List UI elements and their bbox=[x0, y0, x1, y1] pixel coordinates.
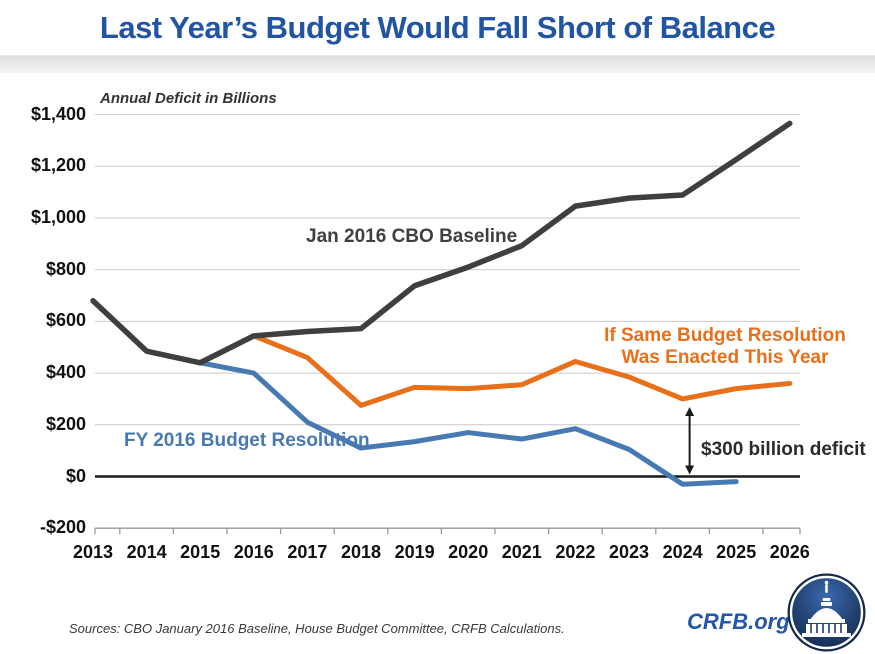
x-axis-tick-label: 2019 bbox=[394, 542, 435, 562]
x-axis-tick-label: 2015 bbox=[180, 542, 221, 562]
x-axis-tick-label: 2022 bbox=[555, 542, 596, 562]
x-axis-tick-label: 2017 bbox=[287, 542, 328, 562]
sources-note: Sources: CBO January 2016 Baseline, Hous… bbox=[69, 621, 565, 636]
label-enacted-line2: Was Enacted This Year bbox=[621, 347, 829, 368]
x-axis-tick-label: 2014 bbox=[126, 542, 167, 562]
label-enacted-line1: If Same Budget Resolution bbox=[604, 325, 846, 346]
series-line-if-same-budget-resolution-was-enacted-this-year bbox=[251, 333, 793, 408]
y-axis-tick-label: $600 bbox=[45, 310, 86, 331]
title-divider-band bbox=[0, 55, 875, 73]
x-axis-tick-label: 2024 bbox=[662, 542, 703, 562]
x-axis-tick-label: 2013 bbox=[72, 542, 114, 562]
y-axis-tick-label: $0 bbox=[65, 465, 86, 486]
y-axis-tick-label: $1,000 bbox=[30, 207, 86, 227]
y-axis-tick-label: $400 bbox=[45, 362, 86, 383]
page-title: Last Year’s Budget Would Fall Short of B… bbox=[99, 10, 776, 45]
label-enacted-this-year: If Same Budget Resolution Was Enacted Th… bbox=[604, 325, 846, 369]
y-axis-tick-label: $1,200 bbox=[30, 155, 86, 176]
deficit-arrow bbox=[685, 406, 695, 475]
x-axis-tick-label: 2016 bbox=[233, 542, 274, 562]
y-axis-tick-label: -$200 bbox=[39, 517, 86, 538]
deficit-annotation-text: $300 billion deficit bbox=[701, 439, 866, 460]
series-line-jan-2016-cbo-baseline bbox=[90, 120, 793, 366]
x-axis-tick-label: 2025 bbox=[716, 542, 757, 562]
x-axis-tick-label: 2018 bbox=[340, 542, 382, 562]
capitol-dome-icon bbox=[802, 580, 851, 637]
label-fy2016-resolution: FY 2016 Budget Resolution bbox=[124, 430, 370, 451]
capitol-columns bbox=[810, 624, 842, 633]
label-cbo-baseline: Jan 2016 CBO Baseline bbox=[306, 226, 518, 247]
crfb-org-wordmark: CRFB.org bbox=[687, 609, 790, 634]
series-line-fy-2016-budget-resolution bbox=[197, 360, 739, 487]
x-axis-tick-label: 2026 bbox=[769, 542, 810, 562]
x-axis-tick-label: 2020 bbox=[448, 542, 489, 562]
x-axis-tick-label: 2023 bbox=[608, 542, 650, 562]
axis-units-note: Annual Deficit in Billions bbox=[100, 90, 277, 107]
y-axis-tick-label: $200 bbox=[45, 413, 86, 434]
crfb-logo-icon bbox=[787, 573, 866, 652]
y-axis-tick-label: $1,400 bbox=[30, 103, 86, 124]
x-axis-tick-label: 2021 bbox=[501, 542, 542, 562]
y-axis-tick-label: $800 bbox=[45, 258, 86, 279]
